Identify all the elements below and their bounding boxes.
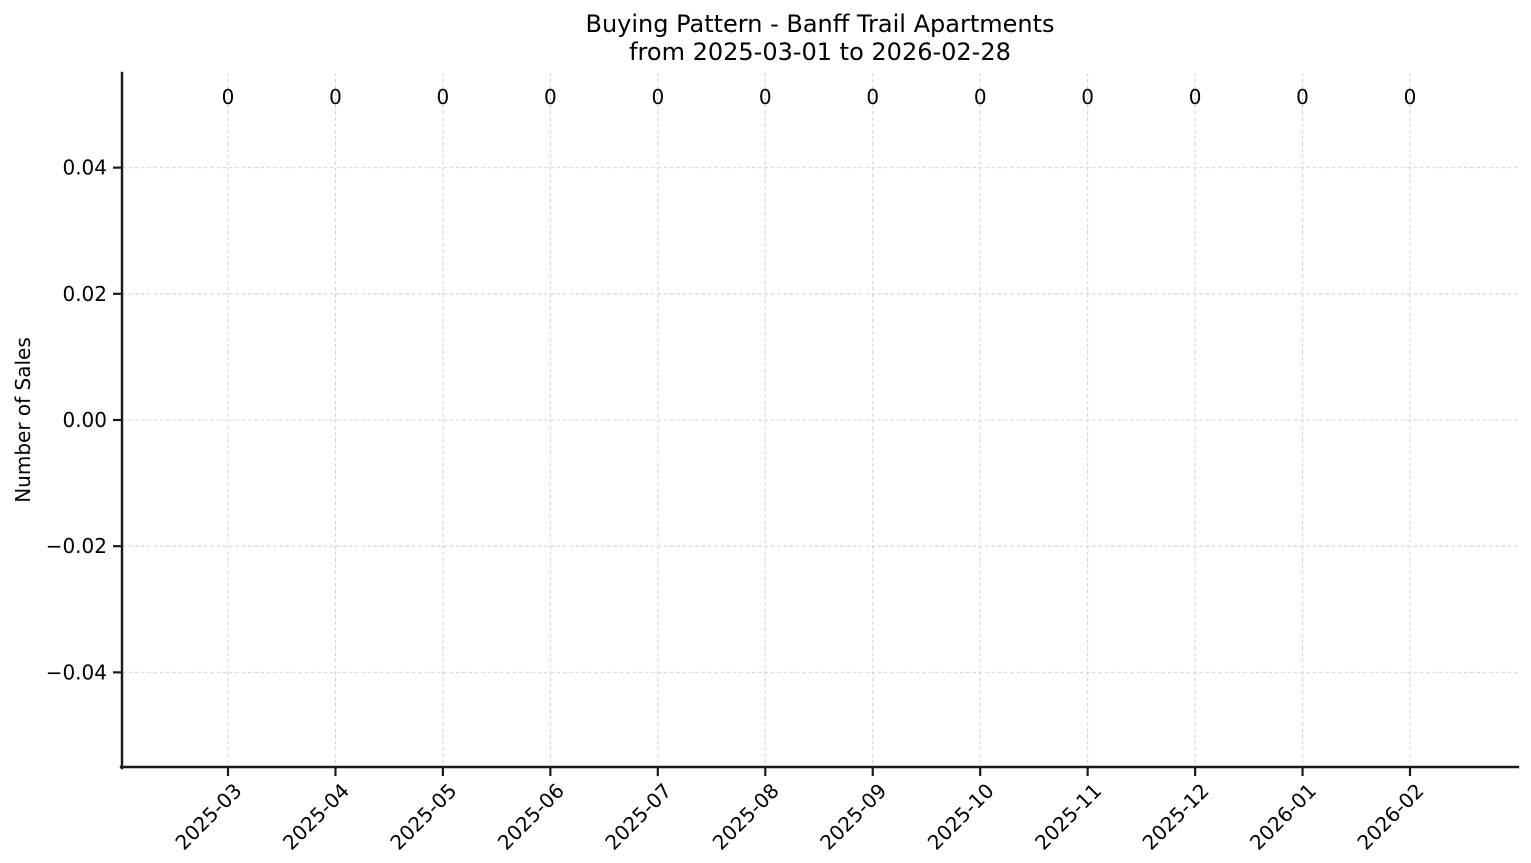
x-tick-label: 2025-12 <box>1138 779 1214 855</box>
x-tick-label: 2025-06 <box>493 779 569 855</box>
x-tick-label: 2025-09 <box>815 779 891 855</box>
bar-value-label: 0 <box>1081 85 1094 109</box>
bar-value-label: 0 <box>1189 85 1202 109</box>
bar-value-label: 0 <box>437 85 450 109</box>
x-tick-label: 2025-10 <box>923 779 999 855</box>
chart-title: Buying Pattern - Banff Trail Apartments … <box>122 10 1518 66</box>
y-tick-label: 0.04 <box>62 156 107 180</box>
bar-value-label: 0 <box>1404 85 1417 109</box>
x-tick-label: 2025-11 <box>1030 779 1106 855</box>
bar-value-label: 0 <box>222 85 235 109</box>
bar-value-label: 0 <box>759 85 772 109</box>
y-tick-label: 0.00 <box>62 408 107 432</box>
y-tick-label: −0.02 <box>46 534 107 558</box>
bar-value-label: 0 <box>329 85 342 109</box>
x-tick-label: 2025-08 <box>708 779 784 855</box>
x-tick-label: 2026-02 <box>1352 779 1428 855</box>
chart-title-line2: from 2025-03-01 to 2026-02-28 <box>629 38 1011 66</box>
y-axis-label: Number of Sales <box>11 337 35 503</box>
y-tick-label: −0.04 <box>46 660 107 684</box>
bar-value-label: 0 <box>1296 85 1309 109</box>
x-tick-label: 2025-03 <box>170 779 246 855</box>
bar-value-label: 0 <box>544 85 557 109</box>
chart-title-line1: Buying Pattern - Banff Trail Apartments <box>585 10 1055 38</box>
bar-value-label: 0 <box>651 85 664 109</box>
x-tick-label: 2025-04 <box>278 779 354 855</box>
y-tick-label: 0.02 <box>62 282 107 306</box>
x-tick-label: 2025-07 <box>600 779 676 855</box>
x-tick-label: 2026-01 <box>1245 779 1321 855</box>
bar-value-label: 0 <box>974 85 987 109</box>
x-tick-label: 2025-05 <box>385 779 461 855</box>
bar-value-label: 0 <box>866 85 879 109</box>
